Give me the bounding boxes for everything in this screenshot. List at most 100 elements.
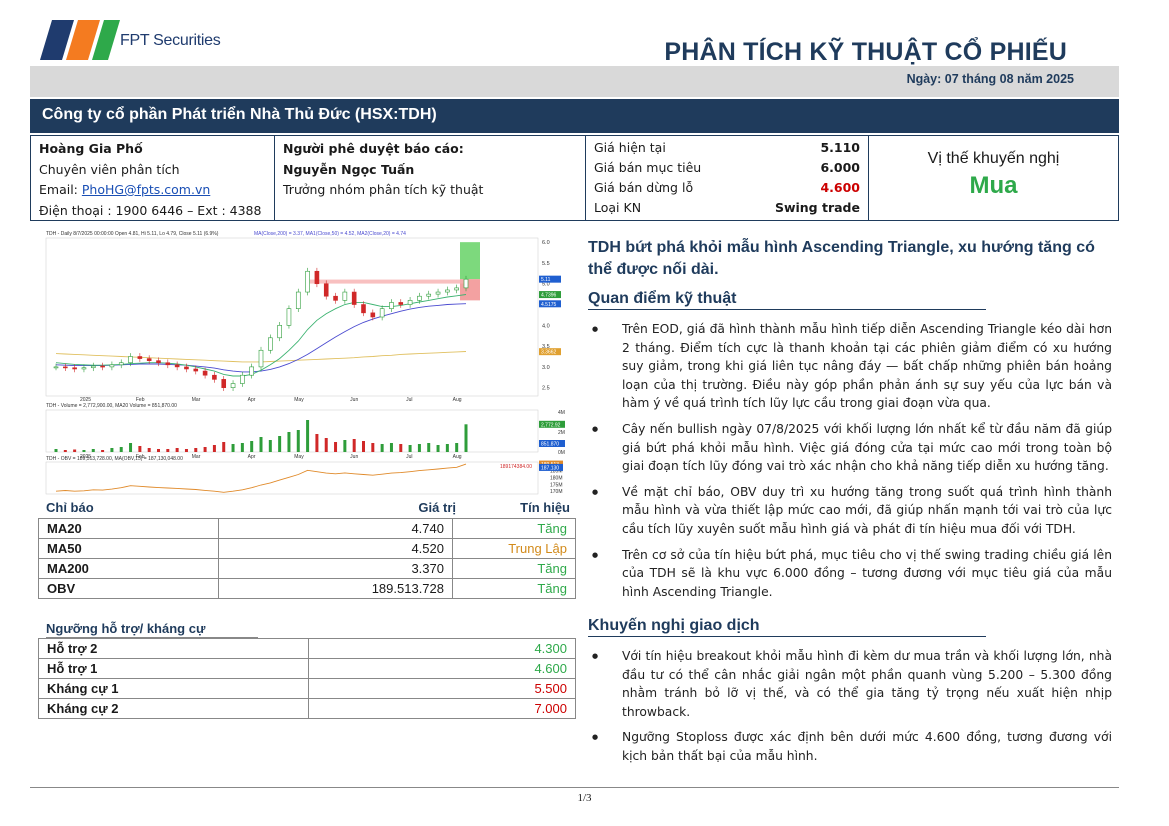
candle (342, 291, 348, 301)
price-tag: 4.5175 (541, 302, 557, 308)
candle (184, 366, 189, 370)
candle (249, 366, 254, 376)
volume-month-label: May (294, 454, 304, 460)
volume-tick: 4M (558, 410, 565, 416)
ma-caption: MA(Close,200) = 3.37, MA1(Close,50) = 4.… (254, 231, 406, 237)
price-tag-box (539, 348, 561, 356)
month-label: Feb (136, 397, 145, 403)
indicator-signal: Trung Lập (452, 538, 576, 559)
indicator-signal: Tăng (452, 578, 576, 599)
price-tick: 6.0 (542, 240, 550, 246)
candle (165, 362, 171, 366)
volume-bar (175, 448, 179, 452)
price-tag-box (539, 275, 561, 283)
indicator-row: OBV 189.513.728 Tăng (38, 578, 576, 599)
volume-month-label: 2025 (80, 454, 91, 460)
obv-pane (45, 461, 539, 495)
indicator-name: MA200 (38, 558, 219, 579)
indicator-signal: Tăng (452, 518, 576, 539)
recommendation-type: Swing trade (774, 200, 860, 215)
fpt-logo (40, 20, 120, 60)
volume-bar (343, 440, 347, 452)
candle (277, 325, 282, 339)
info-box: Hoàng Gia Phố Chuyên viên phân tích Emai… (30, 135, 1119, 221)
price-tag: 4.7396 (541, 293, 557, 299)
stoploss-price: 4.600 (820, 180, 860, 195)
month-label: Jun (350, 397, 358, 403)
volume-bar (362, 441, 365, 452)
volume-bar (427, 443, 431, 452)
resistance-band (307, 279, 466, 284)
technical-section-title: Quan điểm kỹ thuật (588, 290, 986, 310)
obv-tick: 185M (550, 468, 563, 474)
analyst-email-link[interactable]: PhoHG@fpts.com.vn (81, 182, 211, 197)
candle (333, 295, 338, 301)
approver-block: Người phê duyệt báo cáo: Nguyễn Ngọc Tuấ… (275, 136, 586, 220)
volume-bar (306, 420, 310, 452)
current-price: 5.110 (820, 140, 860, 155)
level-name: Hỗ trợ 2 (38, 638, 309, 659)
volume-bar (157, 449, 160, 452)
price-tick: 5.0 (542, 282, 550, 288)
candle (118, 362, 124, 366)
candle (379, 308, 385, 318)
indicator-table: MA20 4.740 Tăng MA50 4.520 Trung Lập MA200 3.37… (38, 518, 576, 599)
volume-bar (166, 449, 170, 452)
levels-title: Ngưỡng hỗ trợ/ kháng cự (46, 621, 258, 638)
month-label: Jul (406, 397, 412, 403)
bullet-point: Trên cơ sở của tín hiệu bứt phá, mục tiê… (592, 546, 1112, 602)
price-tick: 3.5 (542, 344, 550, 350)
volume-bar (250, 441, 254, 452)
month-label: Aug (453, 397, 462, 403)
volume-pane (45, 409, 539, 453)
bullet-point: Với tín hiệu breakout khỏi mẫu hình đi k… (592, 647, 1112, 721)
analyst-name: Hoàng Gia Phố (39, 141, 143, 156)
volume-bar (334, 442, 338, 452)
volume-month-label: Jul (406, 454, 412, 460)
volume-bar (445, 444, 449, 452)
volume-bar (138, 446, 142, 452)
bullet-point: Ngưỡng Stoploss được xác định bên dưới m… (592, 728, 1112, 765)
price-label: Giá bán dừng lỗ (594, 180, 694, 195)
indicator-col-name: Chỉ báo (46, 500, 94, 515)
level-value: 7.000 (308, 698, 576, 719)
indicator-value: 189.513.728 (218, 578, 453, 599)
candle (202, 370, 208, 376)
approver-label: Người phê duyệt báo cáo: (283, 141, 464, 156)
volume-bar (194, 448, 198, 452)
price-pane (45, 237, 539, 397)
candle (417, 295, 422, 301)
level-value: 5.500 (308, 678, 576, 699)
candle (426, 293, 432, 297)
volume-bar (101, 450, 105, 452)
analysis-headline: TDH bứt phá khỏi mẫu hình Ascending Tria… (588, 239, 1095, 278)
volume-bar (222, 442, 226, 452)
obv-line (55, 463, 467, 493)
indicator-row: MA20 4.740 Tăng (38, 518, 576, 539)
month-label: May (294, 397, 304, 403)
level-row: Hỗ trợ 1 4.600 (38, 658, 576, 679)
page-number: 1/3 (577, 792, 592, 804)
volume-caption: TDH - Volume = 2,772,900.00, MA20 Volume… (46, 403, 177, 409)
indicator-name: OBV (38, 578, 219, 599)
volume-bar (455, 443, 459, 452)
candle (407, 300, 413, 305)
trade-points: Với tín hiệu breakout khỏi mẫu hình đi k… (592, 647, 1112, 773)
level-name: Hỗ trợ 1 (38, 658, 309, 679)
analyst-block: Hoàng Gia Phố Chuyên viên phân tích Emai… (31, 136, 275, 220)
volume-bar (436, 445, 440, 452)
price-tick: 3.0 (542, 365, 550, 371)
volume-tag: 2,772.92 (541, 422, 561, 428)
candle (63, 366, 68, 369)
logo-stripe-green (92, 20, 120, 60)
candle (454, 287, 459, 291)
volume-month-label: Mar (192, 454, 201, 460)
candle (174, 364, 180, 368)
volume-tick: 0M (558, 450, 565, 456)
indicator-name: MA50 (38, 538, 219, 559)
target-zone (460, 242, 480, 280)
levels-table: Hỗ trợ 2 4.300 Hỗ trợ 1 4.600 Kháng cự 1 5.50… (38, 638, 576, 719)
volume-bar (63, 450, 67, 452)
month-label: 2025 (80, 397, 91, 403)
report-title: PHÂN TÍCH KỸ THUẬT CỔ PHIẾU (664, 38, 1067, 66)
